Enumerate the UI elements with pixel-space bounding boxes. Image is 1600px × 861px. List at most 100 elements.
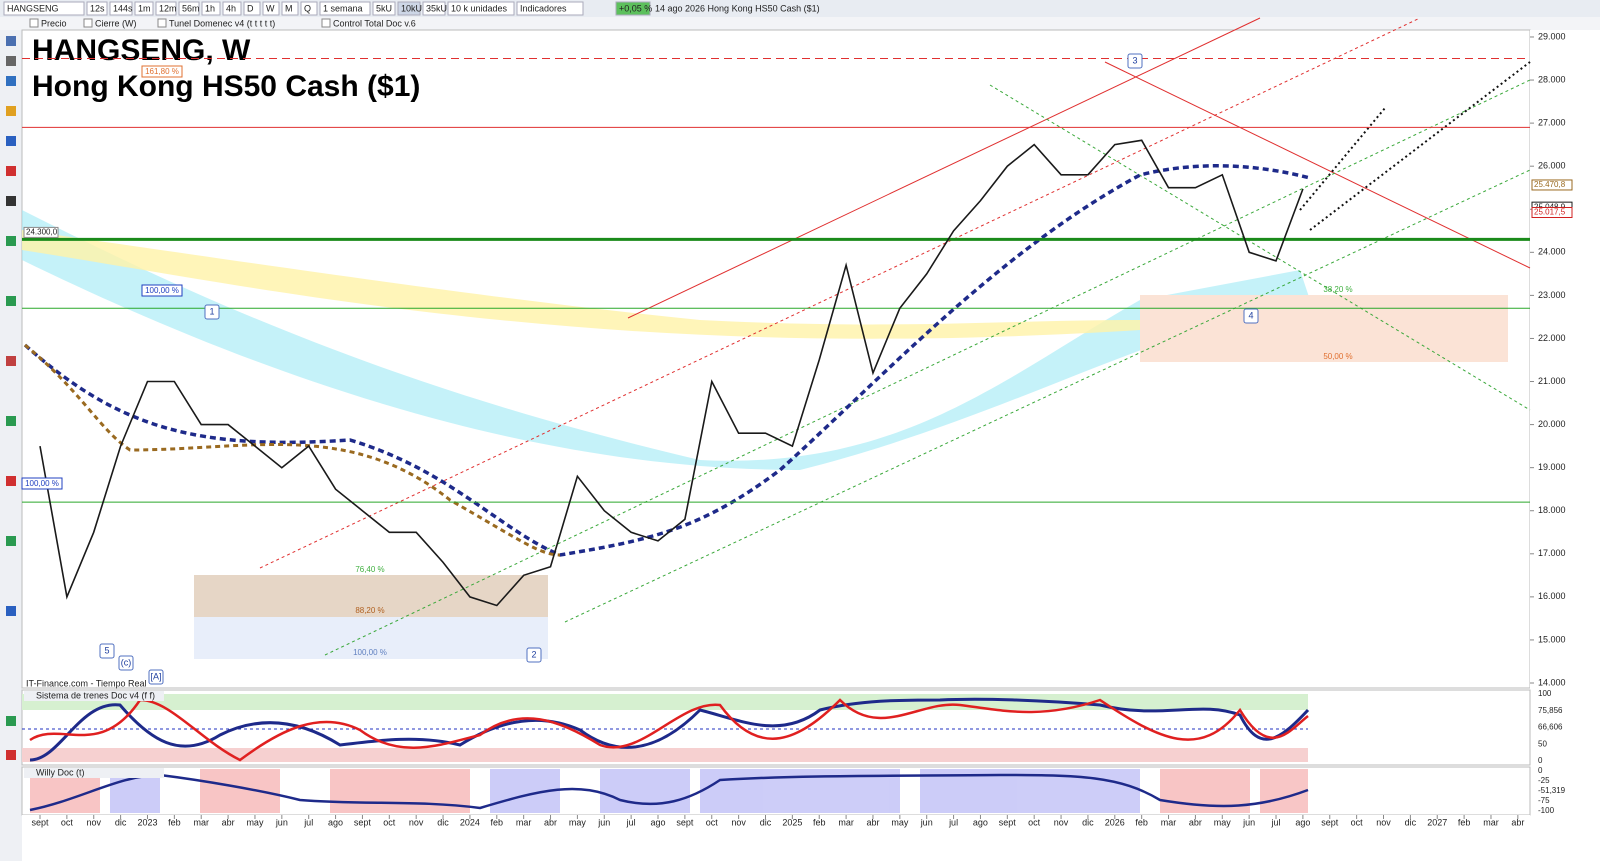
interval-button[interactable]: 4h: [226, 3, 236, 13]
source: IT-Finance.com - Tiempo Real: [26, 678, 147, 688]
trend-line: [627, 17, 1261, 319]
x-tick-label: dic: [437, 817, 449, 827]
panel-title-bg: [24, 768, 164, 778]
panel-title: Sistema de trenes Doc v4 (f f): [36, 690, 155, 700]
price-line: [39, 139, 1304, 607]
interval-button-bg[interactable]: [222, 1, 242, 16]
trend-line: [1104, 61, 1531, 269]
last-price-label: 25.470,8: [1534, 180, 1566, 189]
overlay-name: Control Total Doc v.6: [333, 18, 416, 28]
level-label: 24.300,0: [26, 228, 58, 237]
overlay-check[interactable]: [321, 18, 331, 28]
overlay-check[interactable]: [83, 18, 93, 28]
interval-button[interactable]: D: [247, 3, 254, 13]
interval-button[interactable]: 1h: [205, 3, 215, 13]
x-tick-label: 2026: [1105, 817, 1125, 827]
x-tick-label: mar: [1161, 817, 1177, 827]
x-tick-label: jul: [948, 817, 958, 827]
y-tick-label: 22.000: [1538, 333, 1566, 343]
unit-button[interactable]: 35kU: [426, 3, 447, 13]
panel-tick-label: -75: [1538, 796, 1550, 805]
interval-button-bg[interactable]: [178, 1, 200, 16]
unit-button-bg[interactable]: [422, 1, 446, 16]
unit-button-bg[interactable]: [397, 1, 421, 16]
indicators-button[interactable]: Indicadores: [520, 3, 567, 13]
wave-label: 4: [1248, 310, 1253, 320]
panel-tick-label: 75,856: [1538, 706, 1563, 715]
unit-button-bg[interactable]: [372, 1, 396, 16]
overlay-check[interactable]: [157, 18, 167, 28]
x-tick-label: ago: [650, 817, 665, 827]
x-tick-label: nov: [86, 817, 101, 827]
y-tick-label: 27.000: [1538, 117, 1566, 127]
interval-button[interactable]: 12m: [159, 3, 177, 13]
overlay-check[interactable]: [29, 18, 39, 28]
tool-column: [0, 30, 22, 861]
interval-button[interactable]: M: [285, 3, 293, 13]
unit-select[interactable]: 10 k unidades: [451, 3, 508, 13]
x-tick-label: jul: [1271, 817, 1281, 827]
x-tick-label: abr: [1511, 817, 1524, 827]
symbol-field[interactable]: HANGSENG: [7, 3, 59, 13]
trend-line: [259, 17, 1421, 569]
x-tick-label: oct: [383, 817, 396, 827]
x-tick-label: sept: [31, 817, 49, 827]
y-tick-label: 24.000: [1538, 247, 1566, 257]
cloud-ribbon: [22, 210, 1310, 470]
panel-title-bg: [24, 691, 164, 701]
interval-button[interactable]: 12s: [90, 3, 105, 13]
x-tick-label: nov: [731, 817, 746, 827]
annotation: 38,20 %: [1323, 285, 1352, 294]
last-price-tag: [1531, 206, 1573, 218]
x-tick-label: jul: [626, 817, 636, 827]
symbol-field-bg[interactable]: [3, 1, 85, 16]
interval-button[interactable]: 144s: [113, 3, 133, 13]
tool-icons: [6, 36, 16, 760]
panel-tick-label: 50: [1538, 739, 1547, 748]
wave-label: 1: [209, 306, 214, 316]
period-select-bg[interactable]: [319, 1, 371, 16]
x-tick-label: 2025: [782, 817, 802, 827]
x-tick-label: 2023: [137, 817, 157, 827]
x-tick-label: mar: [193, 817, 209, 827]
wave-box: [148, 669, 164, 685]
zone: [22, 748, 1308, 762]
panel-tick-label: -51,319: [1538, 786, 1566, 795]
unit-select-bg[interactable]: [447, 1, 515, 16]
chart-title: HANGSENG, W: [32, 34, 251, 67]
unit-button[interactable]: 5kU: [376, 3, 392, 13]
wave-label: 5: [104, 645, 109, 655]
indicators-button-bg[interactable]: [516, 1, 584, 16]
change-badge-bg[interactable]: [615, 1, 651, 16]
wave-label: 3: [1132, 55, 1137, 65]
interval-button[interactable]: Q: [304, 3, 311, 13]
x-tick-label: abr: [544, 817, 557, 827]
last-price-tag: [1531, 179, 1573, 191]
interval-button[interactable]: W: [266, 3, 275, 13]
annotation-box: [141, 284, 183, 297]
fib-zone: [194, 575, 548, 617]
interval-button-bg[interactable]: [201, 1, 221, 16]
x-tick-label: oct: [1028, 817, 1041, 827]
interval-button-bg[interactable]: [134, 1, 154, 16]
x-tick-label: may: [891, 817, 909, 827]
wave-box: [1127, 53, 1143, 69]
overlay-name: Tunel Domenec v4 (t t t t t): [169, 18, 275, 28]
change-badge[interactable]: +0,05 %: [619, 3, 652, 13]
interval-button-bg[interactable]: [155, 1, 177, 16]
unit-button[interactable]: 10kU: [401, 3, 422, 13]
interval-button-bg[interactable]: [281, 1, 299, 16]
x-tick-label: dic: [115, 817, 127, 827]
period-select[interactable]: 1 semana: [323, 3, 363, 13]
x-tick-label: feb: [813, 817, 826, 827]
interval-button[interactable]: 56m: [182, 3, 200, 13]
interval-button[interactable]: 1m: [138, 3, 151, 13]
x-tick-label: abr: [866, 817, 879, 827]
x-tick-label: jun: [275, 817, 288, 827]
interval-button-bg[interactable]: [300, 1, 318, 16]
interval-button-bg[interactable]: [243, 1, 261, 16]
interval-button-bg[interactable]: [109, 1, 133, 16]
interval-button-bg[interactable]: [86, 1, 108, 16]
interval-button-bg[interactable]: [262, 1, 280, 16]
x-tick-label: dic: [1082, 817, 1094, 827]
